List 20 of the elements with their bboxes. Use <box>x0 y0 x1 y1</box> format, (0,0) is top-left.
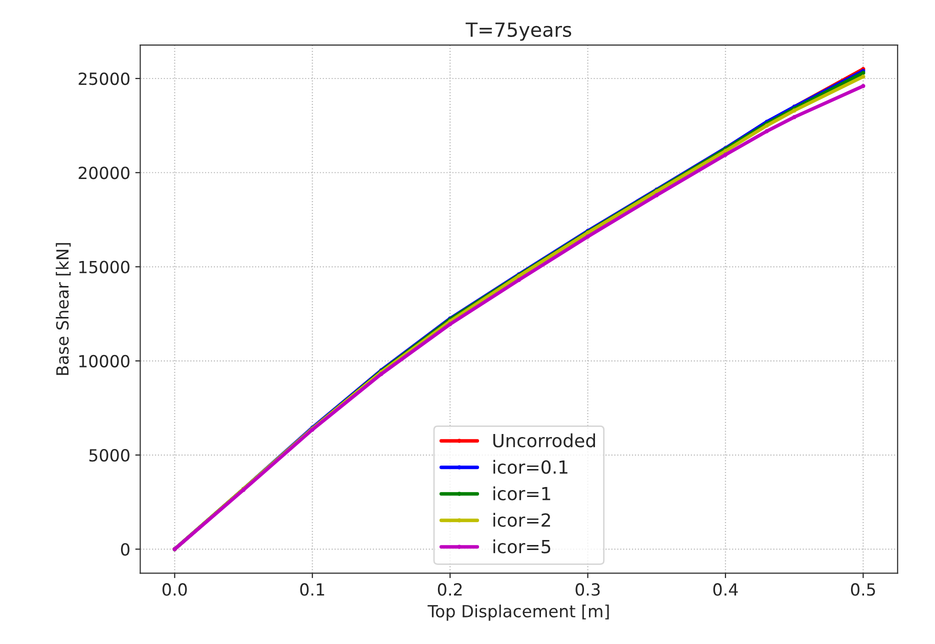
x-tick-label: 0.1 <box>300 583 324 596</box>
x-tick-label: 0.0 <box>162 583 187 596</box>
y-tick-label: 10000 <box>79 354 130 368</box>
chart-title: T=75years <box>466 22 572 41</box>
x-tick-label: 0.3 <box>576 583 600 596</box>
legend-label: icor=0.1 <box>493 460 568 474</box>
x-tick-label: 0.2 <box>438 583 462 596</box>
legend-label: icor=2 <box>493 512 550 527</box>
y-tick-label: 25000 <box>78 72 130 86</box>
y-axis-title: Base Shear [kN] <box>56 243 71 375</box>
y-tick-label: 0 <box>121 543 130 556</box>
y-tick-label: 5000 <box>89 448 130 462</box>
x-tick-label: 0.4 <box>713 583 738 596</box>
y-tick-label: 15000 <box>79 260 130 274</box>
legend-label: Uncorroded <box>493 433 595 448</box>
legend-label: icor=5 <box>493 539 550 554</box>
legend-label: icor=1 <box>493 486 550 500</box>
y-tick-label: 20000 <box>78 166 130 180</box>
x-tick-label: 0.5 <box>851 583 875 596</box>
x-axis-title: Top Displacement [m] <box>428 604 609 621</box>
